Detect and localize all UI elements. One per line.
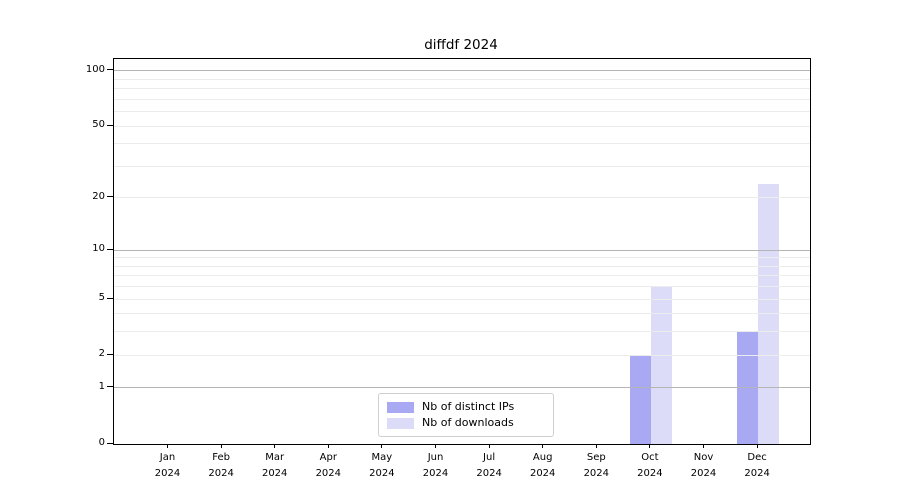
x-tick-label-jan: Jan 2024 bbox=[154, 452, 181, 479]
y-tick-mark-5 bbox=[107, 297, 113, 299]
legend-swatch-icon bbox=[387, 417, 414, 429]
x-tick-label-dec: Dec 2024 bbox=[744, 452, 770, 479]
gridline-4 bbox=[114, 313, 810, 315]
x-tick-mark-jun bbox=[435, 444, 436, 448]
gridline-9 bbox=[114, 257, 810, 259]
gridline-50 bbox=[114, 125, 810, 127]
y-tick-label-1: 1 bbox=[98, 380, 105, 392]
x-tick-mark-jan bbox=[167, 444, 168, 448]
y-tick-mark-1 bbox=[107, 386, 113, 388]
x-tick-mark-feb bbox=[220, 444, 222, 448]
gridline-6 bbox=[114, 286, 810, 288]
x-tick-mark-aug bbox=[542, 444, 544, 448]
x-tick-label-aug: Aug 2024 bbox=[529, 452, 556, 479]
y-tick-mark-100 bbox=[107, 69, 113, 71]
plot-area bbox=[113, 58, 811, 445]
bar-oct-s0 bbox=[629, 355, 651, 444]
legend: Nb of distinct IPs Nb of downloads bbox=[378, 393, 554, 437]
y-tick-label-20: 20 bbox=[92, 190, 105, 202]
gridline-10 bbox=[114, 249, 810, 251]
x-tick-label-oct: Oct 2024 bbox=[637, 452, 663, 479]
gridline-20 bbox=[114, 197, 810, 199]
gridline-3 bbox=[114, 331, 810, 333]
x-tick-label-mar: Mar 2024 bbox=[261, 452, 288, 479]
x-tick-label-may: May 2024 bbox=[369, 452, 395, 479]
gridline-8 bbox=[114, 265, 810, 267]
x-tick-mark-sep bbox=[595, 444, 597, 448]
x-tick-mark-jul bbox=[488, 444, 490, 448]
y-tick-mark-2 bbox=[107, 353, 113, 355]
x-tick-label-jun: Jun 2024 bbox=[422, 452, 449, 479]
y-tick-label-5: 5 bbox=[98, 292, 105, 304]
y-tick-mark-20 bbox=[107, 196, 113, 198]
gridline-100 bbox=[114, 70, 810, 72]
x-tick-label-nov: Nov 2024 bbox=[690, 452, 717, 479]
chart-title: diffdf 2024 bbox=[424, 37, 498, 53]
gridline-7 bbox=[114, 275, 810, 277]
legend-label: Nb of distinct IPs bbox=[422, 400, 515, 413]
x-tick-label-sep: Sep 2024 bbox=[583, 452, 610, 479]
y-tick-label-50: 50 bbox=[92, 119, 105, 131]
y-tick-label-2: 2 bbox=[98, 348, 105, 360]
gridline-90 bbox=[114, 78, 810, 80]
x-tick-label-jul: Jul 2024 bbox=[476, 452, 502, 479]
bar-oct-s1 bbox=[650, 286, 672, 444]
x-tick-label-apr: Apr 2024 bbox=[315, 452, 342, 479]
x-tick-mark-dec bbox=[756, 444, 758, 448]
gridline-30 bbox=[114, 165, 810, 167]
gridline-60 bbox=[114, 111, 810, 113]
y-tick-mark-10 bbox=[107, 248, 113, 250]
y-tick-label-0: 0 bbox=[98, 437, 105, 448]
gridline-5 bbox=[114, 298, 810, 300]
x-tick-mark-mar bbox=[274, 444, 276, 448]
legend-item-0: Nb of distinct IPs bbox=[387, 399, 545, 415]
legend-label: Nb of downloads bbox=[422, 416, 514, 429]
y-tick-label-100: 100 bbox=[85, 63, 105, 75]
y-tick-mark-50 bbox=[107, 124, 113, 126]
x-tick-mark-apr bbox=[327, 444, 329, 448]
gridline-80 bbox=[114, 88, 810, 90]
x-tick-label-feb: Feb 2024 bbox=[208, 452, 234, 479]
x-tick-mark-nov bbox=[703, 444, 704, 448]
x-tick-mark-oct bbox=[649, 444, 651, 448]
gridline-70 bbox=[114, 98, 810, 100]
y-tick-label-10: 10 bbox=[92, 243, 105, 255]
legend-item-1: Nb of downloads bbox=[387, 415, 545, 431]
legend-swatch-icon bbox=[387, 401, 414, 413]
gridline-40 bbox=[114, 143, 810, 145]
y-tick-mark-0 bbox=[107, 442, 113, 444]
gridline-2 bbox=[114, 354, 810, 356]
x-tick-mark-may bbox=[381, 444, 383, 448]
gridline-1 bbox=[114, 387, 810, 389]
